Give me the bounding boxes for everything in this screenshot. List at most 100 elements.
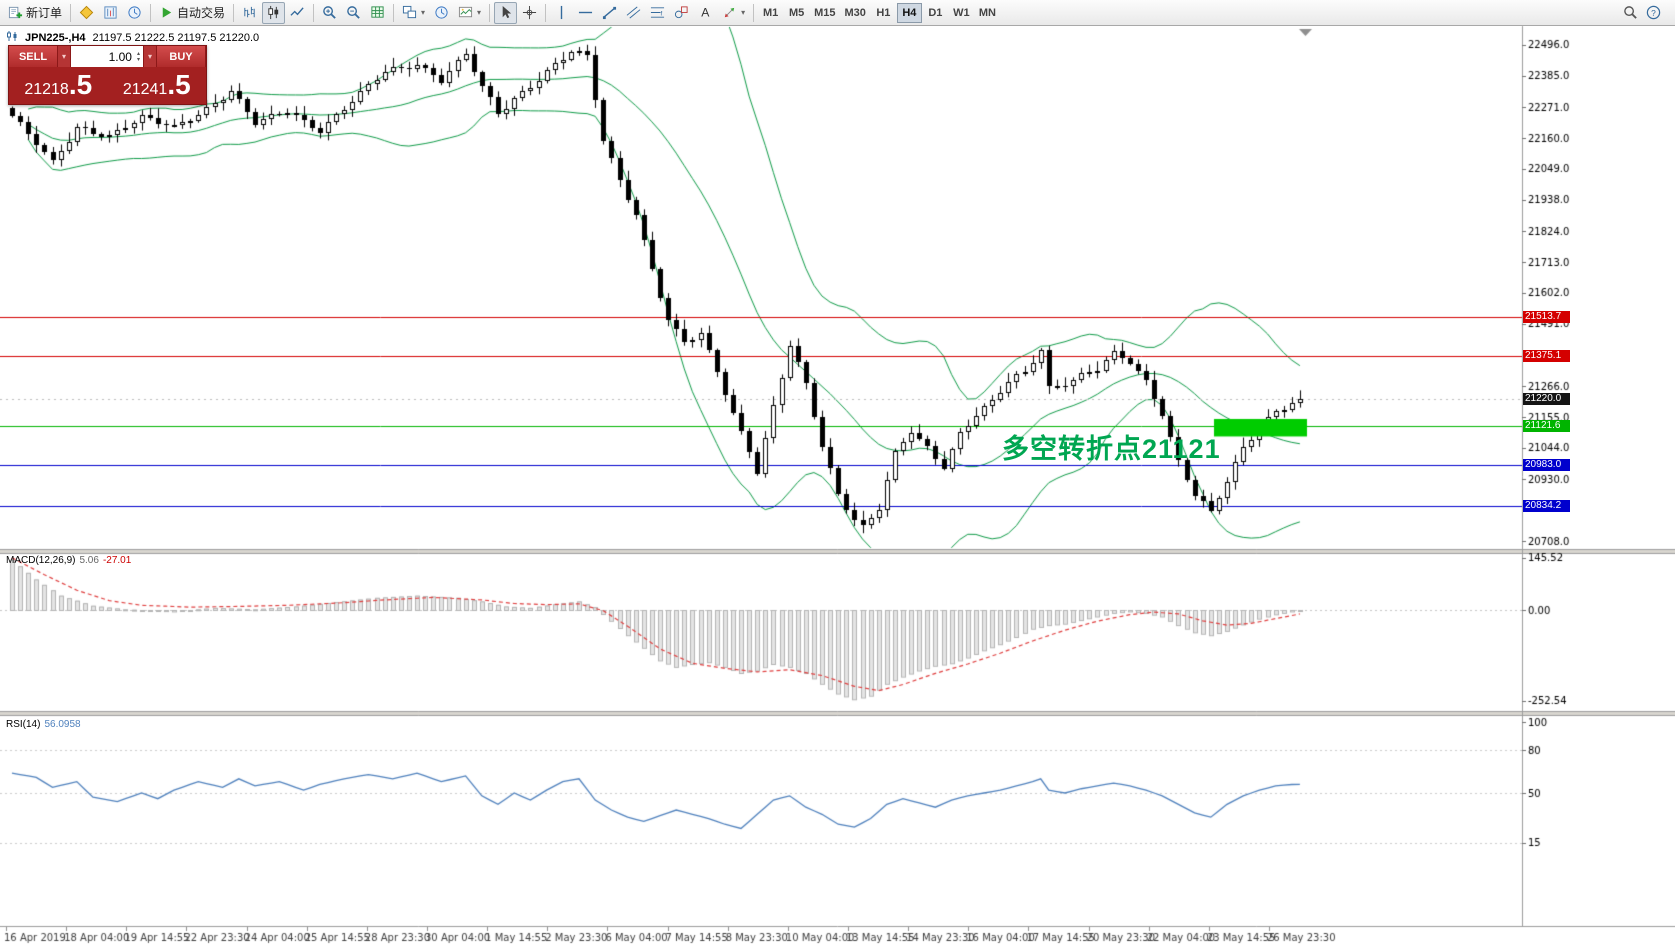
- cursor-icon: [498, 5, 513, 20]
- sell-price-fraction: .5: [68, 69, 93, 100]
- imageexp-icon: [458, 5, 473, 20]
- arrows-icon: [722, 5, 737, 20]
- timeframe-mn-button[interactable]: MN: [975, 3, 1000, 23]
- history-icon: [434, 5, 449, 20]
- toolbar-right-group: ?: [1619, 2, 1671, 24]
- timeframe-m15-button[interactable]: M15: [810, 3, 839, 23]
- timeframe-m30-button[interactable]: M30: [840, 3, 869, 23]
- depth-icon: [103, 5, 118, 20]
- textA-icon: A: [698, 5, 713, 20]
- volume-input[interactable]: [71, 49, 134, 64]
- buy-price-main: 21241: [122, 81, 168, 98]
- new-order-label: 新订单: [26, 6, 63, 20]
- tile-windows-button[interactable]: ▾: [398, 2, 429, 24]
- fibonacci-tool-button[interactable]: f: [646, 2, 669, 24]
- sell-button[interactable]: SELL: [9, 46, 58, 67]
- timeframe-m1-button[interactable]: M1: [758, 3, 783, 23]
- toolbar-separator: [233, 3, 235, 22]
- macd-signal-value: -27.01: [102, 555, 132, 566]
- buy-price[interactable]: 21241.5: [108, 67, 207, 104]
- new-order-icon: [8, 5, 23, 20]
- price-line-label-4: 20983.0: [1523, 459, 1570, 471]
- price-line-label-3: 21121.6: [1523, 420, 1570, 432]
- timeframe-w1-button[interactable]: W1: [949, 3, 974, 23]
- chevron-down-icon: ▾: [61, 52, 66, 61]
- new-order-button[interactable]: 新订单: [4, 2, 66, 24]
- svg-text:f: f: [660, 10, 662, 17]
- zoom-in-button[interactable]: [318, 2, 341, 24]
- period-clock-button[interactable]: [430, 2, 453, 24]
- spinner-down-icon: ▾: [136, 56, 140, 63]
- volume-box: ▴▾: [71, 46, 144, 67]
- symbol-name: JPN225-,H4: [25, 31, 86, 44]
- price-line-label-2: 21375.1: [1523, 350, 1570, 362]
- chart-grid-button[interactable]: [366, 2, 389, 24]
- save-chart-image-button[interactable]: ▾: [454, 2, 485, 24]
- chart-icon: [6, 30, 18, 45]
- volume-spinner[interactable]: ▴ ▾: [134, 51, 143, 63]
- sell-price[interactable]: 21218.5: [9, 67, 108, 104]
- channel-tool-button[interactable]: [622, 2, 645, 24]
- bars-icon: [242, 5, 257, 20]
- candlestick-mode-button[interactable]: [262, 1, 286, 24]
- wizard-icon: [79, 5, 94, 20]
- candles-icon: [266, 5, 281, 20]
- rsi-name: RSI(14): [6, 719, 41, 730]
- windows-icon: [402, 5, 417, 20]
- macd-header: MACD(12,26,9) 5.06 -27.01: [6, 555, 131, 566]
- macd-name: MACD(12,26,9): [6, 555, 76, 566]
- bar-chart-mode-button[interactable]: [238, 2, 261, 24]
- trendline-tool-button[interactable]: [598, 2, 621, 24]
- dropdown-arrow-icon: ▾: [421, 8, 426, 17]
- cursor-tool-button[interactable]: [494, 1, 518, 24]
- line-chart-mode-button[interactable]: [286, 2, 309, 24]
- buy-button[interactable]: BUY: [157, 46, 206, 67]
- toolbar-separator: [393, 3, 395, 22]
- crosshair-tool-button[interactable]: [518, 2, 541, 24]
- help-button[interactable]: ?: [1642, 2, 1665, 24]
- buy-dropdown[interactable]: ▾: [144, 46, 157, 67]
- crosshair-icon: [522, 5, 537, 20]
- svg-text:?: ?: [1651, 8, 1656, 18]
- help-icon: ?: [1646, 5, 1661, 20]
- search-icon: [1623, 5, 1638, 20]
- symbol-info: JPN225-,H4 21197.5 21222.5 21197.5 21220…: [6, 30, 259, 45]
- spinner-up-icon: ▴: [136, 50, 140, 57]
- zoom-out-button[interactable]: [342, 2, 365, 24]
- sell-dropdown[interactable]: ▾: [58, 46, 71, 67]
- gridtable-icon: [370, 5, 385, 20]
- shapes-icon: [674, 5, 689, 20]
- trade-panel-prices: 21218.5 21241.5: [9, 67, 206, 104]
- mql-wizard-button[interactable]: [75, 2, 98, 24]
- timeframe-d1-button[interactable]: D1: [923, 3, 948, 23]
- hline-icon: [578, 5, 593, 20]
- search-button[interactable]: [1619, 2, 1642, 24]
- vertical-line-tool-button[interactable]: [550, 2, 573, 24]
- timeframe-m5-button[interactable]: M5: [784, 3, 809, 23]
- zoomout-icon: [346, 5, 361, 20]
- toolbar-separator: [150, 3, 152, 22]
- svg-text:A: A: [701, 6, 710, 20]
- current-price-label: 21220.0: [1523, 393, 1570, 405]
- shapes-tool-button[interactable]: [670, 2, 693, 24]
- arrows-tool-button[interactable]: ▾: [718, 2, 749, 24]
- auto-trading-label: 自动交易: [177, 6, 226, 20]
- symbol-ohlc: 21197.5 21222.5 21197.5 21220.0: [92, 31, 260, 44]
- chart-annotation-text: 多空转折点21121: [1002, 434, 1221, 464]
- timeframe-h4-button[interactable]: H4: [896, 2, 922, 23]
- data-history-button[interactable]: [123, 2, 146, 24]
- timeframe-h1-button[interactable]: H1: [871, 3, 896, 23]
- history-icon: [127, 5, 142, 20]
- auto-trading-button[interactable]: 自动交易: [155, 2, 229, 24]
- text-tool-button[interactable]: A: [694, 2, 717, 24]
- toolbar-separator: [313, 3, 315, 22]
- rsi-header: RSI(14) 56.0958: [6, 719, 81, 730]
- rsi-value: 56.0958: [44, 719, 81, 730]
- chevron-down-icon: ▾: [147, 52, 152, 61]
- price-line-label-1: 21513.7: [1523, 311, 1570, 323]
- market-depth-button[interactable]: [99, 2, 122, 24]
- horizontal-line-tool-button[interactable]: [574, 2, 597, 24]
